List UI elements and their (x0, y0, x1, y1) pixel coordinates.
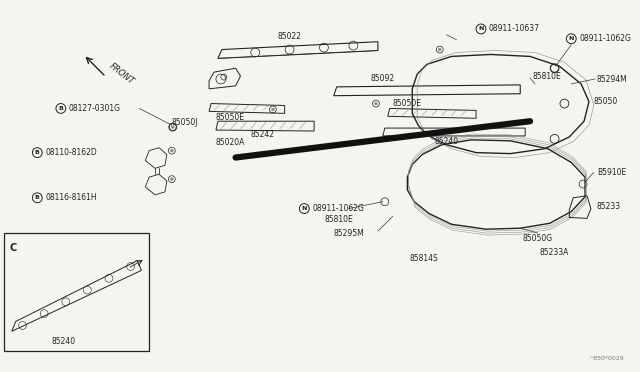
Text: N: N (301, 206, 307, 211)
Text: 85050: 85050 (594, 97, 618, 106)
Text: ^850*0029: ^850*0029 (589, 356, 624, 361)
Text: 08127-0301G: 08127-0301G (68, 104, 121, 113)
Text: N: N (568, 36, 574, 41)
Text: 08116-8161H: 08116-8161H (45, 193, 97, 202)
Text: C: C (10, 243, 17, 253)
Text: B: B (35, 195, 40, 200)
Circle shape (374, 102, 378, 105)
Text: 08911-10637: 08911-10637 (489, 25, 540, 33)
Text: 08911-1062G: 08911-1062G (312, 204, 364, 213)
Text: 85233: 85233 (597, 202, 621, 211)
Text: 85240: 85240 (435, 137, 459, 146)
Text: B: B (58, 106, 63, 111)
Text: 08911-1062G: 08911-1062G (579, 34, 631, 43)
Text: 85810E: 85810E (324, 215, 353, 224)
Text: 85050E: 85050E (216, 113, 245, 122)
Circle shape (170, 178, 173, 180)
Circle shape (170, 149, 173, 152)
Text: 85022: 85022 (278, 32, 301, 41)
Text: FRONT: FRONT (108, 62, 136, 87)
Circle shape (438, 48, 441, 51)
Text: 85020A: 85020A (216, 138, 245, 147)
Text: 85050G: 85050G (523, 234, 553, 243)
Text: 85050J: 85050J (172, 118, 198, 127)
Text: N: N (478, 26, 484, 32)
Text: 85814S: 85814S (410, 254, 438, 263)
Text: B: B (35, 150, 40, 155)
Text: 85240: 85240 (52, 337, 76, 346)
Text: 85233A: 85233A (540, 248, 570, 257)
Text: 85294M: 85294M (597, 74, 628, 83)
Text: 08110-8162D: 08110-8162D (45, 148, 97, 157)
Text: 85050E: 85050E (393, 99, 422, 108)
Text: B5910E: B5910E (597, 168, 626, 177)
Circle shape (271, 108, 275, 111)
Text: 85810E: 85810E (532, 71, 561, 81)
Text: 85242: 85242 (250, 131, 275, 140)
Text: 85092: 85092 (371, 74, 395, 83)
Text: 85295M: 85295M (333, 229, 364, 238)
Circle shape (172, 126, 174, 129)
